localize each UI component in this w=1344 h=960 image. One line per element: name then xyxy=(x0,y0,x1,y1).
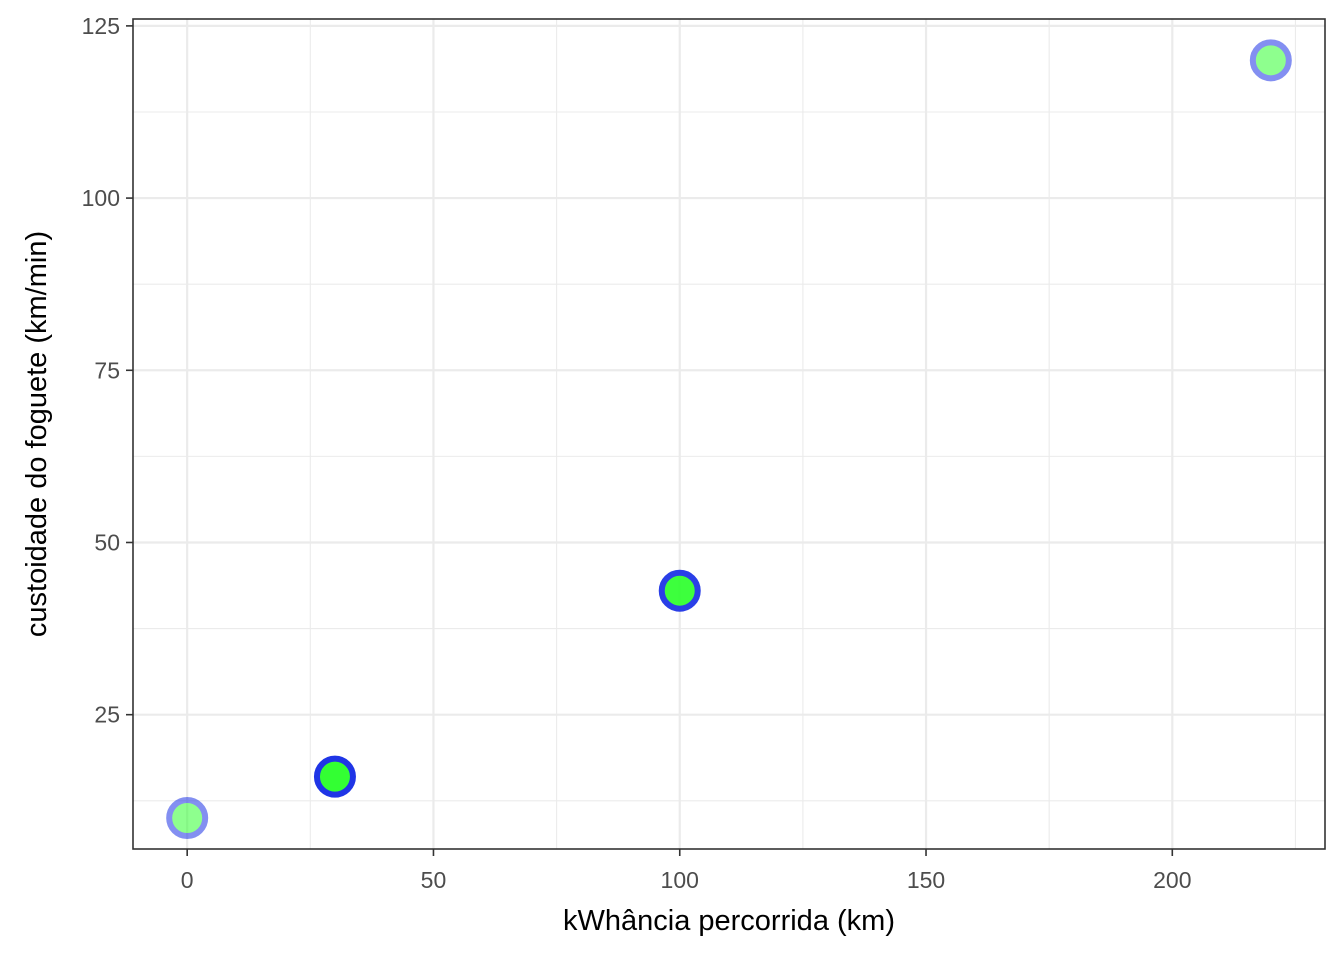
y-axis-ticks: 25 50 75 100 125 xyxy=(82,13,133,728)
x-axis-title: kWhância percorrida (km) xyxy=(563,905,895,937)
x-tick-label: 0 xyxy=(181,867,194,893)
data-point xyxy=(313,755,356,798)
data-point xyxy=(166,797,209,840)
data-point xyxy=(658,569,701,612)
x-tick-label: 100 xyxy=(661,867,699,893)
x-tick-label: 200 xyxy=(1153,867,1191,893)
data-point xyxy=(1249,39,1292,82)
panel-border xyxy=(132,18,1326,850)
y-tick-label: 125 xyxy=(82,13,120,39)
minor-gridlines xyxy=(133,19,1325,849)
y-axis-title: custoidade do foguete (km/min) xyxy=(21,231,53,637)
x-tick-label: 50 xyxy=(421,867,447,893)
x-tick-label: 150 xyxy=(907,867,945,893)
y-tick-label: 100 xyxy=(82,185,120,211)
y-tick-label: 50 xyxy=(94,529,120,555)
y-tick-label: 25 xyxy=(94,702,120,728)
major-gridlines xyxy=(133,19,1325,849)
y-tick-label: 75 xyxy=(94,357,120,383)
x-axis-ticks: 0 50 100 150 200 xyxy=(181,849,1191,893)
data-points xyxy=(166,39,1292,840)
